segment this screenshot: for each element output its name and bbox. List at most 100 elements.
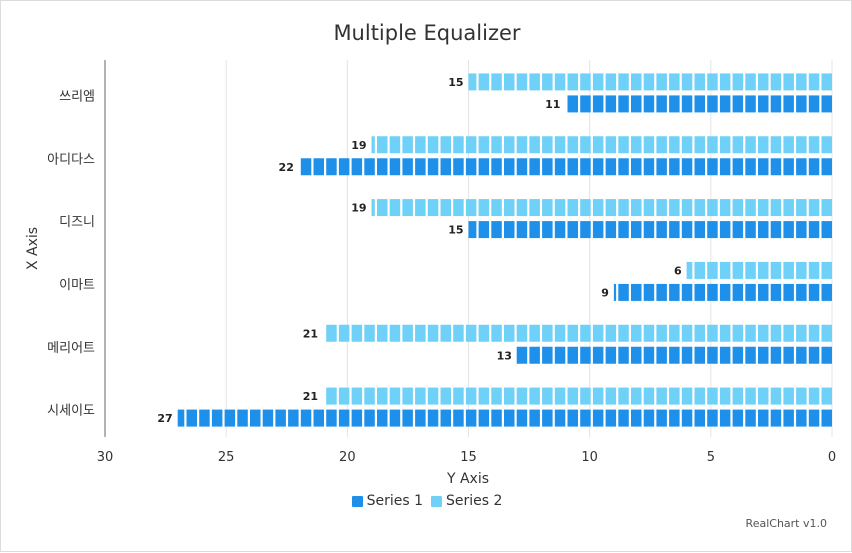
bar-segment <box>745 283 756 301</box>
bar-segment <box>783 346 794 364</box>
bar-segment <box>758 95 769 113</box>
bar-series-2[interactable] <box>686 261 832 279</box>
category-label: 쓰리엠 <box>59 89 95 104</box>
bar-segment <box>732 95 744 113</box>
bar-segment <box>732 409 744 427</box>
bar-segment <box>796 158 807 176</box>
bar-segment <box>605 199 617 217</box>
bar-segment <box>745 199 756 217</box>
bar-segment <box>643 346 655 364</box>
bar-segment <box>580 136 591 154</box>
bar-segment <box>656 221 667 239</box>
bar-segment <box>719 199 731 217</box>
bar-segment <box>453 387 464 405</box>
bar-segment <box>567 346 578 364</box>
bar-segment <box>719 73 731 91</box>
bar-segment <box>415 387 426 405</box>
legend-swatch <box>431 495 442 507</box>
bar-segment <box>821 95 832 113</box>
bar-segment <box>656 158 667 176</box>
bar-segment <box>796 199 807 217</box>
bar-segment <box>177 409 185 427</box>
bar-segment <box>465 324 477 342</box>
bar-segment <box>796 261 807 279</box>
category-axis-title: X Axis <box>25 227 41 270</box>
bar-series-1[interactable] <box>567 95 833 113</box>
bar-segment <box>694 283 705 301</box>
bar-segment <box>719 409 731 427</box>
bar-segment <box>592 199 604 217</box>
bar-segment <box>694 136 705 154</box>
bar-segment <box>186 409 197 427</box>
value-tick-label: 5 <box>707 450 715 465</box>
bar-segment <box>211 409 223 427</box>
bar-segment <box>542 136 553 154</box>
bar-segment <box>580 409 591 427</box>
bar-segment <box>516 158 528 176</box>
bar-segment <box>453 324 464 342</box>
legend-item[interactable]: Series 1 <box>351 493 423 509</box>
bar-series-1[interactable] <box>613 283 832 301</box>
bars <box>177 73 833 427</box>
bar-segment <box>468 221 477 239</box>
bar-segment <box>719 283 731 301</box>
bar-segment <box>491 158 502 176</box>
bar-series-2[interactable] <box>468 73 833 91</box>
bar-segment <box>758 199 769 217</box>
legend-item[interactable]: Series 2 <box>431 493 502 509</box>
bar-segment <box>338 409 350 427</box>
bar-segment <box>440 158 451 176</box>
bar-segment <box>669 324 680 342</box>
bar-segment <box>605 346 617 364</box>
bar-segment <box>554 199 566 217</box>
bar-segment <box>732 324 744 342</box>
bar-segment <box>719 136 731 154</box>
bar-series-2[interactable] <box>326 387 832 405</box>
bar-segment <box>237 409 248 427</box>
bar-segment <box>351 158 363 176</box>
bar-segment <box>631 324 642 342</box>
value-tick-label: 25 <box>218 450 235 465</box>
bar-segment <box>796 387 807 405</box>
bar-segment <box>313 409 324 427</box>
bar-segment <box>821 158 832 176</box>
bar-segment <box>643 199 655 217</box>
bar-series-2[interactable] <box>371 136 832 154</box>
bar-segment <box>631 283 642 301</box>
bar-series-1[interactable] <box>516 346 832 364</box>
bar-segment <box>745 409 756 427</box>
bar-segment <box>732 221 744 239</box>
bar-segment <box>631 136 642 154</box>
bar-series-1[interactable] <box>300 158 832 176</box>
bar-segment <box>618 409 629 427</box>
bar-segment <box>427 199 439 217</box>
value-tick-label: 30 <box>97 450 114 465</box>
bar-segment <box>567 136 578 154</box>
bar-segment <box>758 73 769 91</box>
bar-segment <box>542 158 553 176</box>
bar-segment <box>745 73 756 91</box>
bar-segment <box>516 136 528 154</box>
bar-series-2[interactable] <box>371 199 832 217</box>
bar-segment <box>389 324 401 342</box>
bar-segment <box>613 283 617 301</box>
bar-segment <box>758 221 769 239</box>
bar-segment <box>262 409 274 427</box>
bar-segment <box>313 158 324 176</box>
bar-segment <box>694 95 705 113</box>
legend: Series 1 Series 2 <box>1 493 852 511</box>
bar-series-1[interactable] <box>177 409 832 427</box>
bar-segment <box>631 409 642 427</box>
bar-segment <box>389 199 401 217</box>
bar-segment <box>808 324 820 342</box>
bar-segment <box>758 158 769 176</box>
bar-segment <box>580 324 591 342</box>
bar-series-2[interactable] <box>326 324 832 342</box>
bar-segment <box>681 73 693 91</box>
credit-text: RealChart v1.0 <box>745 517 827 530</box>
bar-series-1[interactable] <box>468 221 833 239</box>
bar-segment <box>656 73 667 91</box>
bar-segment <box>694 409 705 427</box>
bar-segment <box>783 199 794 217</box>
bar-segment <box>529 387 540 405</box>
